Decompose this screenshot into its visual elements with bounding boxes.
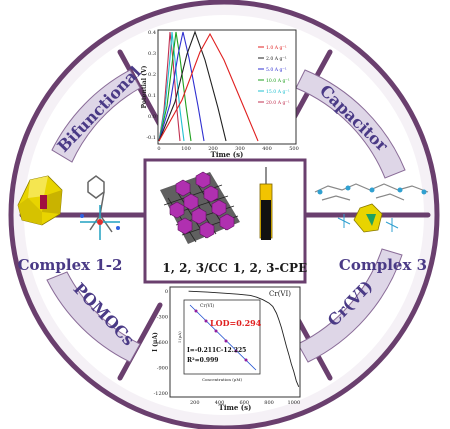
cr-vi-title: Cr(VI) [269, 290, 291, 298]
cr-vi-y-tick: -1200 [154, 391, 168, 397]
gcd-legend-6: 20.0 A g⁻¹ [266, 100, 290, 106]
svg-text:0.4: 0.4 [148, 30, 156, 36]
electrode-icon [259, 167, 273, 240]
svg-text:0.0: 0.0 [148, 114, 156, 120]
gcd-curve-5 [158, 31, 205, 142]
cr-vi-y-tick: -600 [157, 340, 168, 346]
inset-points [194, 309, 248, 362]
complex-1-2-label: Complex 1-2 [18, 256, 123, 274]
cr-vi-y-tick: 0 [165, 289, 168, 295]
cr-vi-y-tick: -300 [157, 315, 168, 321]
gcd-y-ticks: 0.4 0.3 0.2 0.1 0.0 -0.1 [146, 30, 156, 141]
gcd-chart-frame [157, 29, 297, 145]
gcd-curve-2 [158, 30, 227, 142]
inset-equation: I=-0.211C-12.225 [187, 347, 246, 354]
cr-vi-y-label: I (μA) [152, 332, 159, 352]
cr-vi-series [188, 290, 300, 388]
svg-text:400: 400 [262, 146, 272, 152]
svg-text:0.3: 0.3 [148, 51, 156, 57]
inset-y-label: I (μA) [177, 331, 182, 343]
gcd-curve-10 [158, 31, 192, 142]
inset-x-label: Concentration (μM) [202, 377, 243, 382]
svg-text:0.1: 0.1 [148, 93, 156, 99]
gcd-legend-4: 10.0 A g⁻¹ [266, 78, 290, 84]
gcd-legend-2: 2.0 A g⁻¹ [266, 56, 287, 62]
cr-vi-x-tick: 400 [215, 400, 225, 406]
inset-r2: R²=0.999 [187, 357, 218, 364]
gcd-y-label: Potential (V) [141, 65, 148, 108]
svg-text:0.2: 0.2 [148, 72, 156, 78]
cr-vi-x-tick: 1000 [287, 400, 300, 406]
organic-ligand [80, 175, 120, 240]
complex-3-structure [314, 183, 429, 233]
cr-vi-chart: 0 -300 -600 -900 -1200 200 400 600 800 1000 I (μ… [152, 286, 301, 412]
cr-vi-x-label: Time (s) [219, 403, 252, 412]
inset-title: Cr(VI) [200, 302, 214, 309]
svg-text:100: 100 [181, 146, 191, 152]
cr-vi-y-ticks: 0 -300 -600 -900 -1200 [154, 289, 168, 397]
svg-text:200: 200 [208, 146, 218, 152]
center-label-cc: 1, 2, 3/CC [162, 261, 227, 275]
gcd-curve-1 [158, 32, 259, 142]
cr-vi-y-tick: -900 [157, 365, 168, 371]
gcd-legend-1: 1.0 A g⁻¹ [266, 45, 287, 51]
cr-vi-series-line [188, 290, 300, 388]
gcd-legend-3: 5.0 A g⁻¹ [266, 67, 287, 73]
gcd-legend-5: 15.0 A g⁻¹ [266, 89, 290, 95]
center-box: 1, 2, 3/CC 1, 2, 3-CPE [143, 158, 307, 284]
svg-text:-0.1: -0.1 [146, 135, 156, 141]
svg-text:300: 300 [235, 146, 245, 152]
inset-lod-label: LOD=0.294 [210, 318, 262, 328]
cr-vi-inset: Cr(VI) LOD=0.294 I=-0.211C-12.225 R²=0.9… [177, 299, 262, 382]
svg-text:500: 500 [289, 146, 299, 152]
cr-vi-x-tick: 800 [264, 400, 274, 406]
cr-vi-x-ticks: 200 400 600 800 1000 [190, 400, 300, 406]
gcd-curves [158, 30, 259, 142]
carbon-cloth-icon [160, 171, 240, 244]
svg-text:0: 0 [157, 146, 160, 152]
cr-vi-x-tick: 600 [240, 400, 250, 406]
gcd-legend: 1.0 A g⁻¹ 2.0 A g⁻¹ 5.0 A g⁻¹ 10.0 A g⁻¹… [258, 45, 290, 106]
gcd-x-label: Time (s) [211, 150, 244, 159]
gcd-curve-15 [158, 31, 185, 142]
complex-3-polyhedron [353, 203, 383, 233]
complex-1-2-structure [17, 175, 120, 240]
gcd-x-ticks: 0 100 200 300 400 500 [157, 146, 298, 152]
center-label-cpe: 1, 2, 3-CPE [233, 261, 307, 275]
ring-label-bands [46, 69, 406, 363]
cr-vi-x-tick: 200 [190, 400, 200, 406]
complex-3-label: Complex 3 [339, 256, 427, 274]
gcd-chart: 0.4 0.3 0.2 0.1 0.0 -0.1 0 100 200 300 4… [141, 29, 299, 159]
